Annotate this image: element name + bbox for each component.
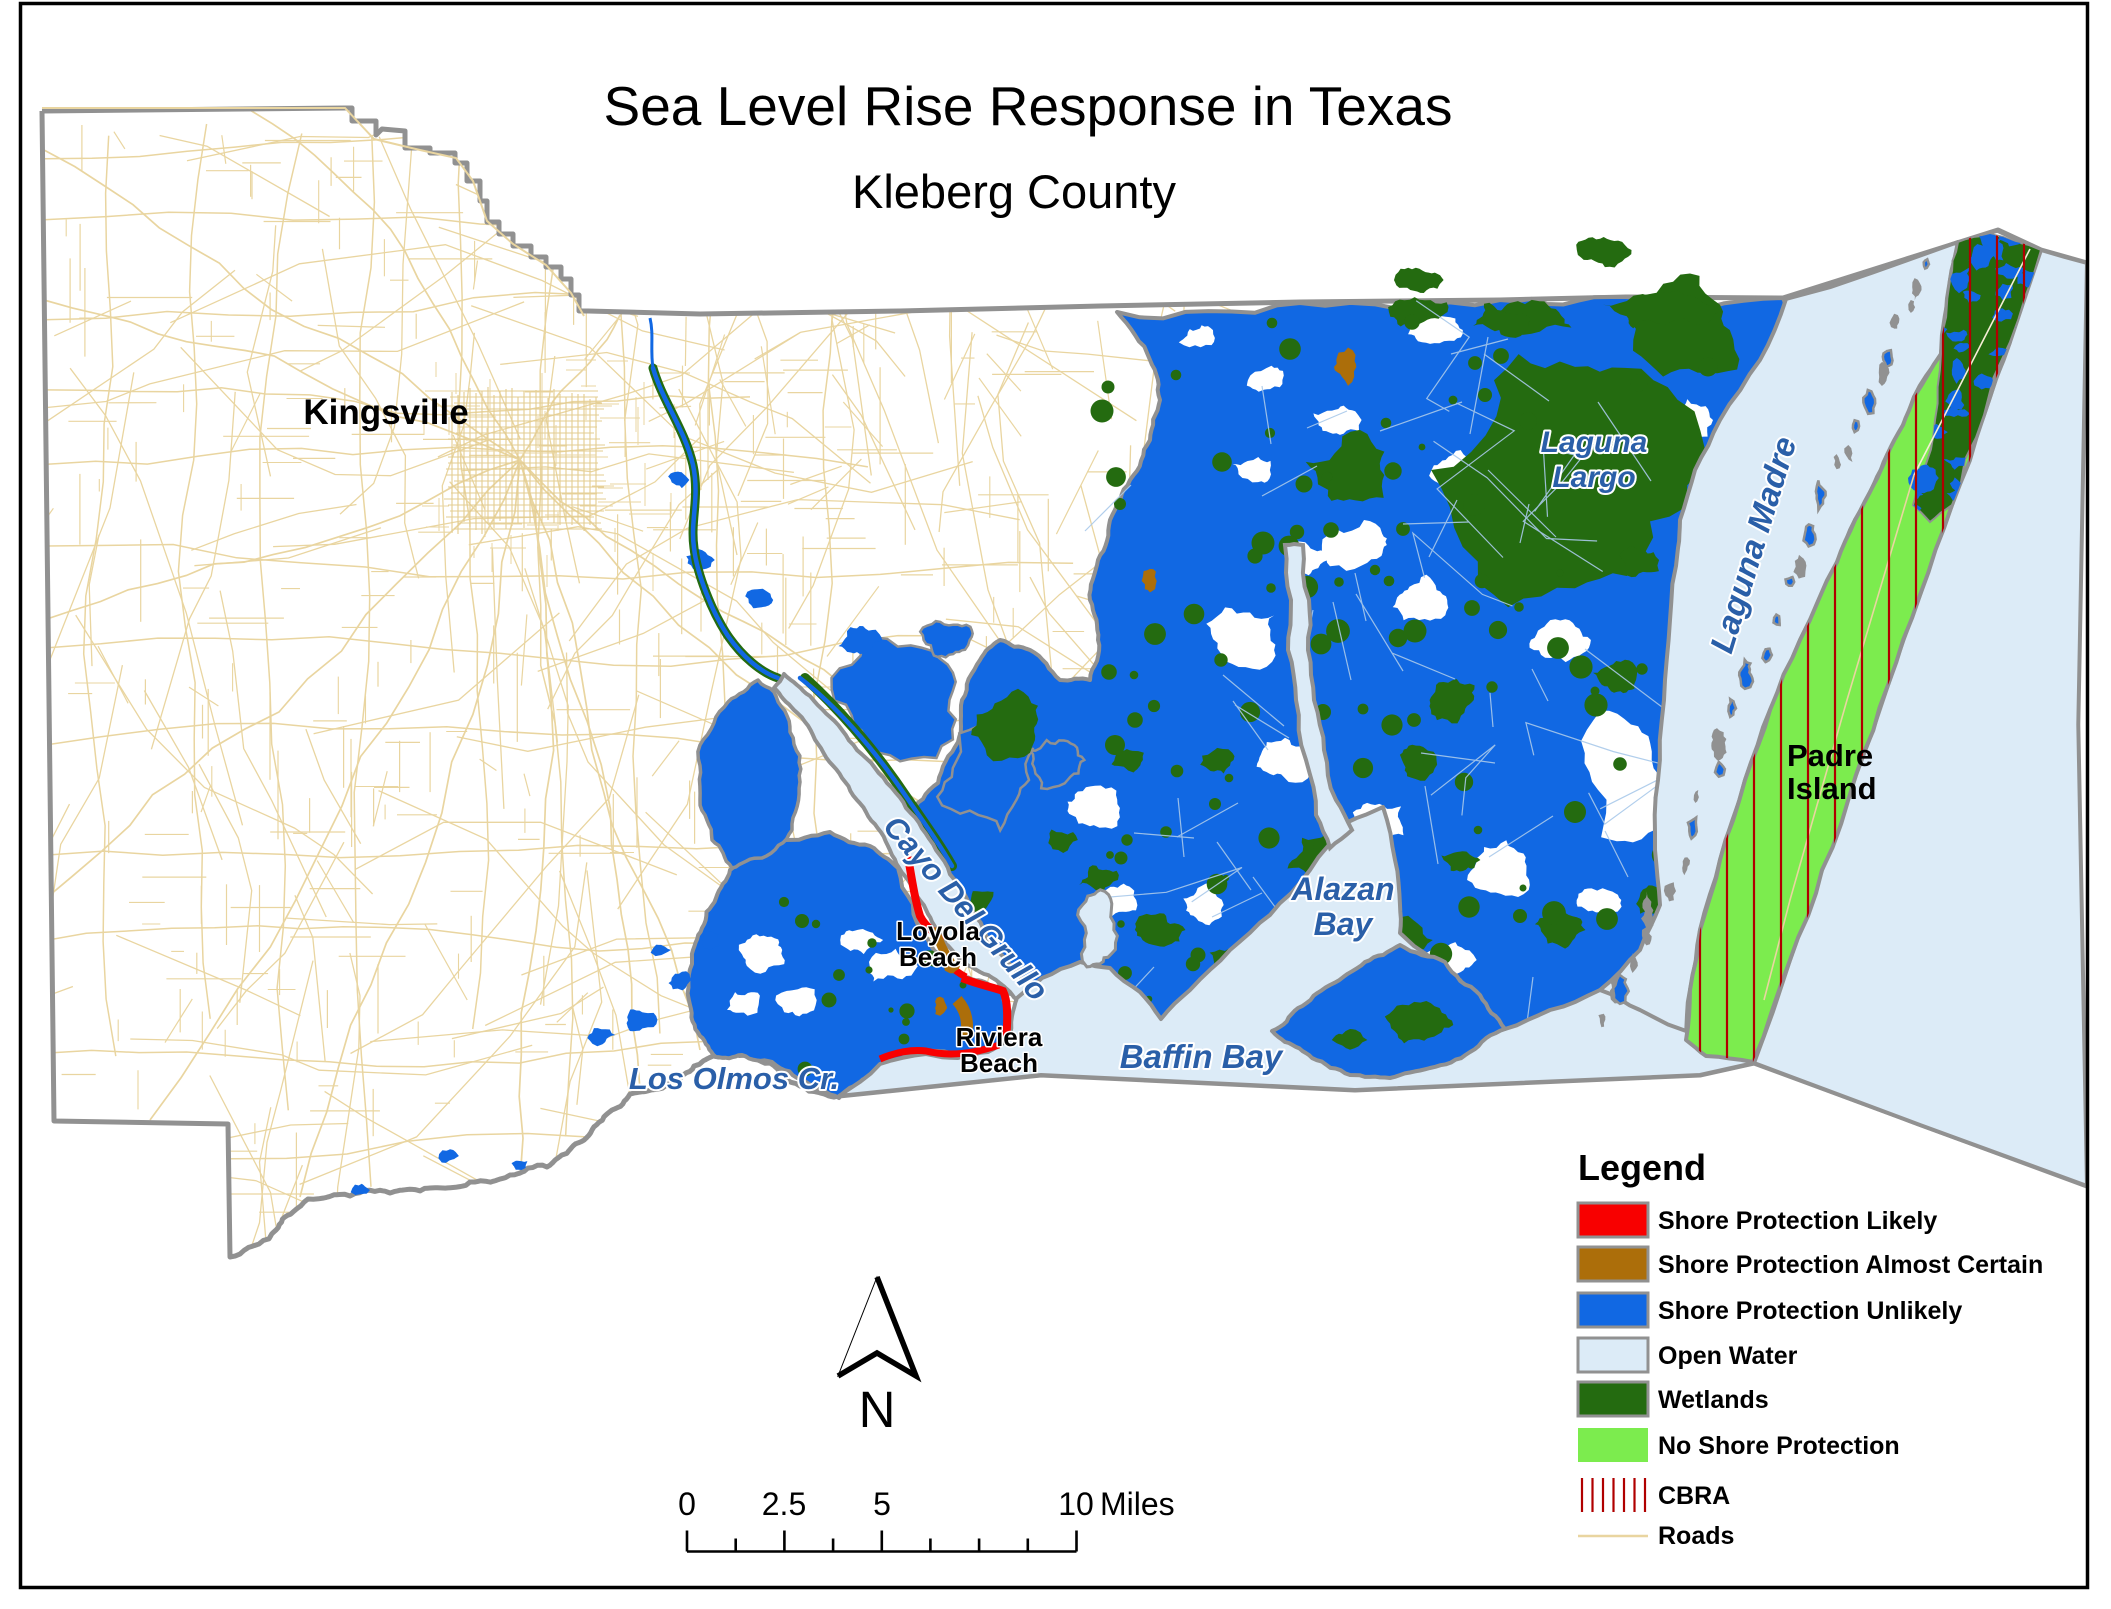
svg-text:Riviera: Riviera [956,1022,1043,1052]
svg-text:0: 0 [678,1486,696,1522]
svg-text:Loyola: Loyola [896,916,980,946]
svg-text:Wetlands: Wetlands [1658,1386,1769,1414]
svg-text:Loyola: Loyola [896,916,980,946]
svg-text:Shore Protection Unlikely: Shore Protection Unlikely [1658,1297,1962,1325]
svg-text:Laguna: Laguna [1541,426,1648,459]
svg-text:Largo: Largo [1552,461,1635,494]
svg-text:5: 5 [873,1486,891,1522]
svg-text:Shore Protection Likely: Shore Protection Likely [1658,1207,1937,1235]
svg-text:Shore Protection Almost Certai: Shore Protection Almost Certain [1658,1251,2043,1279]
svg-text:2.5: 2.5 [762,1486,806,1522]
svg-text:Laguna: Laguna [1541,426,1648,459]
svg-text:Padre: Padre [1787,738,1873,773]
svg-text:Beach: Beach [960,1048,1038,1078]
svg-text:Sea Level Rise Response in Tex: Sea Level Rise Response in Texas [604,75,1453,137]
svg-text:Beach: Beach [899,942,977,972]
svg-text:CBRA: CBRA [1658,1482,1730,1510]
svg-text:Alazan: Alazan [1290,871,1394,907]
svg-text:10: 10 [1058,1486,1094,1522]
svg-text:Bay: Bay [1314,906,1375,942]
svg-text:Riviera: Riviera [956,1022,1043,1052]
svg-text:Baffin Bay: Baffin Bay [1120,1038,1284,1075]
svg-text:Roads: Roads [1658,1522,1734,1550]
svg-text:Largo: Largo [1552,461,1635,494]
svg-text:Legend: Legend [1578,1147,1706,1188]
svg-text:Baffin Bay: Baffin Bay [1120,1038,1284,1075]
svg-text:Island: Island [1787,771,1877,806]
svg-text:Kleberg County: Kleberg County [852,165,1176,218]
svg-text:N: N [859,1381,896,1438]
svg-text:Bay: Bay [1314,906,1375,942]
svg-text:Alazan: Alazan [1290,871,1394,907]
svg-text:Open Water: Open Water [1658,1342,1798,1370]
svg-text:Kingsville: Kingsville [303,393,468,432]
svg-text:Los Olmos Cr.: Los Olmos Cr. [629,1061,839,1096]
svg-text:No Shore Protection: No Shore Protection [1658,1432,1900,1460]
svg-text:Los Olmos Cr.: Los Olmos Cr. [629,1061,839,1096]
svg-text:Beach: Beach [899,942,977,972]
svg-text:Miles: Miles [1100,1486,1175,1522]
svg-text:Beach: Beach [960,1048,1038,1078]
